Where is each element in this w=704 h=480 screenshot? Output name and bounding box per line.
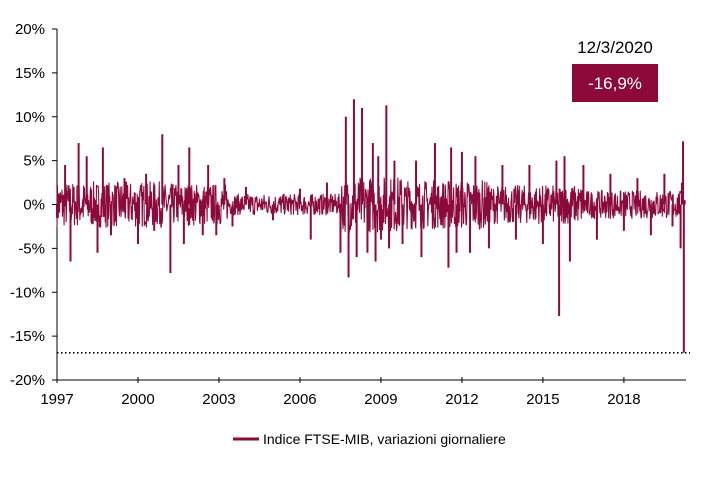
annotation-value-box: [572, 64, 658, 102]
x-tick-label: 2000: [121, 391, 154, 408]
x-tick-label: 2003: [202, 391, 235, 408]
y-tick-label: -5%: [18, 240, 45, 257]
y-tick-label: 0%: [23, 197, 45, 214]
annotation-value: -16,9%: [588, 74, 642, 93]
annotation-date: 12/3/2020: [577, 38, 653, 57]
legend-label: Indice FTSE-MIB, variazioni giornaliere: [263, 431, 506, 447]
x-tick-label: 2012: [445, 391, 478, 408]
y-tick-label: 5%: [23, 153, 45, 170]
plot-area: [56, 99, 690, 354]
x-axis: 1997 2000 2003 2006 2009 2012 2015 2018: [40, 377, 686, 408]
x-tick-label: 2018: [607, 391, 640, 408]
y-tick-label: 15%: [15, 65, 45, 82]
x-tick-label: 2015: [526, 391, 559, 408]
legend: Indice FTSE-MIB, variazioni giornaliere: [233, 431, 506, 447]
series-noise-line: [56, 177, 682, 234]
x-tick-label: 2006: [283, 391, 316, 408]
y-axis: 20% 15% 10% 5% 0% -5% -10% -15% -20%: [10, 21, 58, 389]
annotation: 12/3/2020 -16,9%: [572, 38, 658, 102]
y-tick-label: -10%: [10, 284, 45, 301]
y-tick-label: 10%: [15, 109, 45, 126]
y-tick-label: -20%: [10, 372, 45, 389]
x-tick-label: 1997: [40, 391, 73, 408]
y-tick-label: 20%: [15, 21, 45, 38]
y-tick-label: -15%: [10, 328, 45, 345]
x-tick-label: 2009: [364, 391, 397, 408]
